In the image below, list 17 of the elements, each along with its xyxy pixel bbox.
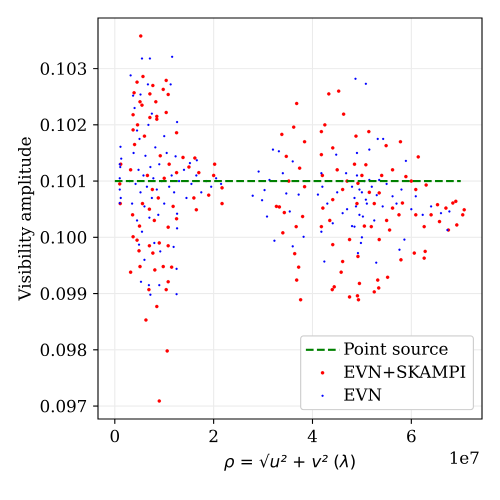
legend-label: Point source	[344, 342, 448, 355]
text: 1e7	[450, 451, 479, 464]
y-tick-label: 0.101	[40, 174, 85, 188]
y-tick-label: 0.100	[40, 231, 86, 244]
x-tick-label: 4	[308, 430, 317, 442]
x-axis-title: ρ = √u² + v² (λ)	[224, 454, 355, 471]
x-tick-label: 0	[110, 430, 120, 442]
y-tick-label: 0.098	[40, 344, 86, 356]
y-tick-label: 0.103	[40, 62, 86, 75]
x-tick-label: 6	[407, 430, 416, 442]
x-tick-label: 2	[209, 430, 218, 442]
y-tick-label: 0.102	[40, 118, 86, 132]
y-tick-label: 0.097	[40, 400, 86, 412]
legend-label: EVN+SKAMPI	[344, 365, 466, 378]
y-axis-title: Visibility amplitude	[18, 137, 34, 301]
y-tick-label: 0.099	[40, 287, 86, 300]
legend-label: EVN	[344, 388, 382, 401]
